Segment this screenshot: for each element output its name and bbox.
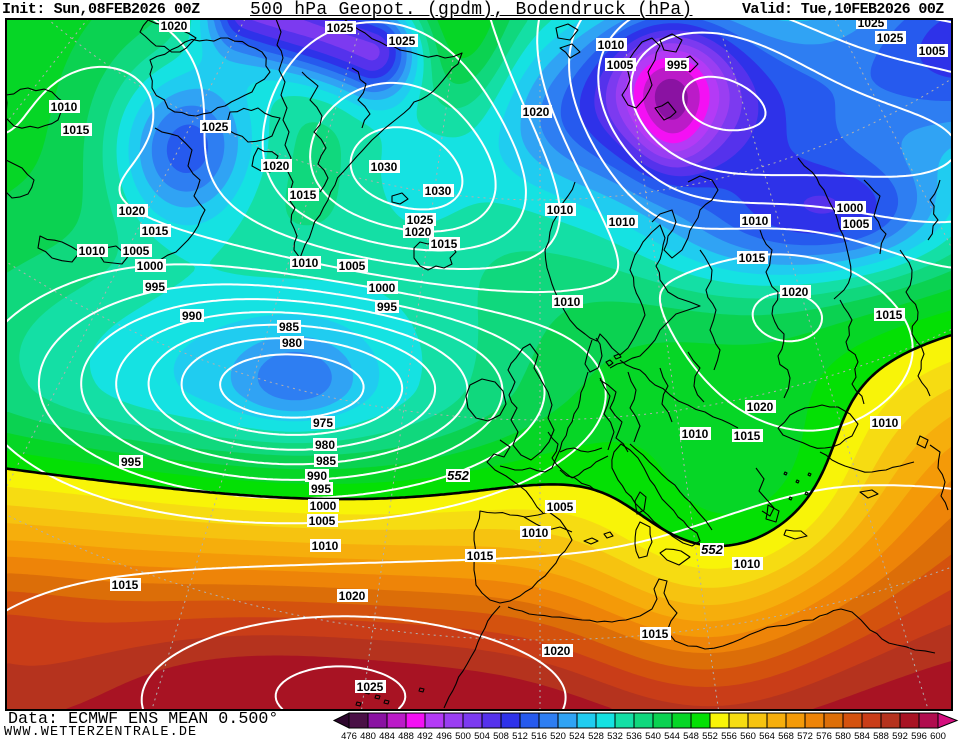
svg-text:1010: 1010 <box>609 215 636 229</box>
svg-text:995: 995 <box>377 300 397 314</box>
svg-text:995: 995 <box>667 58 687 72</box>
svg-text:1005: 1005 <box>843 217 870 231</box>
svg-text:572: 572 <box>797 731 813 741</box>
svg-text:476: 476 <box>341 731 357 741</box>
svg-text:548: 548 <box>683 731 699 741</box>
svg-text:600: 600 <box>930 731 946 741</box>
svg-text:1000: 1000 <box>310 499 337 513</box>
svg-text:552: 552 <box>447 468 469 483</box>
svg-text:1010: 1010 <box>734 557 761 571</box>
svg-text:990: 990 <box>182 309 202 323</box>
svg-text:596: 596 <box>911 731 927 741</box>
svg-text:584: 584 <box>854 731 870 741</box>
svg-text:588: 588 <box>873 731 889 741</box>
svg-text:1010: 1010 <box>79 244 106 258</box>
svg-text:1015: 1015 <box>467 549 494 563</box>
svg-text:975: 975 <box>313 416 333 430</box>
svg-text:1010: 1010 <box>554 295 581 309</box>
svg-text:1020: 1020 <box>263 159 290 173</box>
svg-text:520: 520 <box>550 731 566 741</box>
svg-text:1010: 1010 <box>682 427 709 441</box>
svg-text:516: 516 <box>531 731 547 741</box>
svg-text:980: 980 <box>282 336 302 350</box>
svg-text:1010: 1010 <box>522 526 549 540</box>
svg-text:580: 580 <box>835 731 851 741</box>
svg-text:1015: 1015 <box>734 429 761 443</box>
svg-text:1010: 1010 <box>312 539 339 553</box>
svg-text:544: 544 <box>664 731 680 741</box>
svg-text:1005: 1005 <box>547 500 574 514</box>
svg-text:1020: 1020 <box>747 400 774 414</box>
svg-text:568: 568 <box>778 731 794 741</box>
svg-text:990: 990 <box>307 469 327 483</box>
svg-text:1020: 1020 <box>161 19 188 33</box>
svg-text:524: 524 <box>569 731 585 741</box>
svg-text:1015: 1015 <box>63 123 90 137</box>
svg-text:995: 995 <box>121 455 141 469</box>
svg-text:1000: 1000 <box>137 259 164 273</box>
svg-text:532: 532 <box>607 731 623 741</box>
svg-text:1010: 1010 <box>51 100 78 114</box>
svg-text:1025: 1025 <box>858 16 885 30</box>
svg-text:576: 576 <box>816 731 832 741</box>
svg-text:1015: 1015 <box>431 237 458 251</box>
svg-text:1030: 1030 <box>425 184 452 198</box>
svg-text:1005: 1005 <box>919 44 946 58</box>
svg-text:1020: 1020 <box>782 285 809 299</box>
svg-text:540: 540 <box>645 731 661 741</box>
svg-text:995: 995 <box>311 482 331 496</box>
svg-text:1025: 1025 <box>202 120 229 134</box>
svg-text:496: 496 <box>436 731 452 741</box>
svg-text:1015: 1015 <box>290 188 317 202</box>
svg-text:512: 512 <box>512 731 528 741</box>
svg-text:1010: 1010 <box>872 416 899 430</box>
svg-text:1010: 1010 <box>742 214 769 228</box>
svg-text:985: 985 <box>316 454 336 468</box>
svg-text:1010: 1010 <box>292 256 319 270</box>
svg-text:1025: 1025 <box>327 21 354 35</box>
svg-text:508: 508 <box>493 731 509 741</box>
svg-text:488: 488 <box>398 731 414 741</box>
svg-text:560: 560 <box>740 731 756 741</box>
svg-text:1015: 1015 <box>739 251 766 265</box>
svg-text:1020: 1020 <box>523 105 550 119</box>
svg-text:1020: 1020 <box>339 589 366 603</box>
svg-text:1005: 1005 <box>339 259 366 273</box>
svg-text:1000: 1000 <box>837 201 864 215</box>
svg-text:492: 492 <box>417 731 433 741</box>
svg-text:1015: 1015 <box>876 308 903 322</box>
svg-text:536: 536 <box>626 731 642 741</box>
svg-text:995: 995 <box>145 280 165 294</box>
svg-text:1015: 1015 <box>142 224 169 238</box>
svg-text:1010: 1010 <box>547 203 574 217</box>
svg-text:1015: 1015 <box>642 627 669 641</box>
svg-text:556: 556 <box>721 731 737 741</box>
svg-text:564: 564 <box>759 731 775 741</box>
svg-text:552: 552 <box>701 542 723 557</box>
svg-text:528: 528 <box>588 731 604 741</box>
svg-text:1025: 1025 <box>877 31 904 45</box>
svg-text:1020: 1020 <box>405 225 432 239</box>
svg-text:500: 500 <box>455 731 471 741</box>
svg-text:1005: 1005 <box>309 514 336 528</box>
svg-text:504: 504 <box>474 731 490 741</box>
svg-text:592: 592 <box>892 731 908 741</box>
svg-text:980: 980 <box>315 438 335 452</box>
svg-text:1005: 1005 <box>607 58 634 72</box>
svg-text:1020: 1020 <box>119 204 146 218</box>
svg-text:1025: 1025 <box>407 213 434 227</box>
svg-text:1025: 1025 <box>389 34 416 48</box>
svg-text:985: 985 <box>279 320 299 334</box>
svg-text:1000: 1000 <box>369 281 396 295</box>
svg-text:552: 552 <box>702 731 718 741</box>
svg-text:1020: 1020 <box>544 644 571 658</box>
svg-text:1025: 1025 <box>357 680 384 694</box>
svg-text:1030: 1030 <box>371 160 398 174</box>
svg-text:1015: 1015 <box>112 578 139 592</box>
svg-text:480: 480 <box>360 731 376 741</box>
svg-text:1010: 1010 <box>598 38 625 52</box>
svg-text:1005: 1005 <box>123 244 150 258</box>
svg-text:484: 484 <box>379 731 395 741</box>
